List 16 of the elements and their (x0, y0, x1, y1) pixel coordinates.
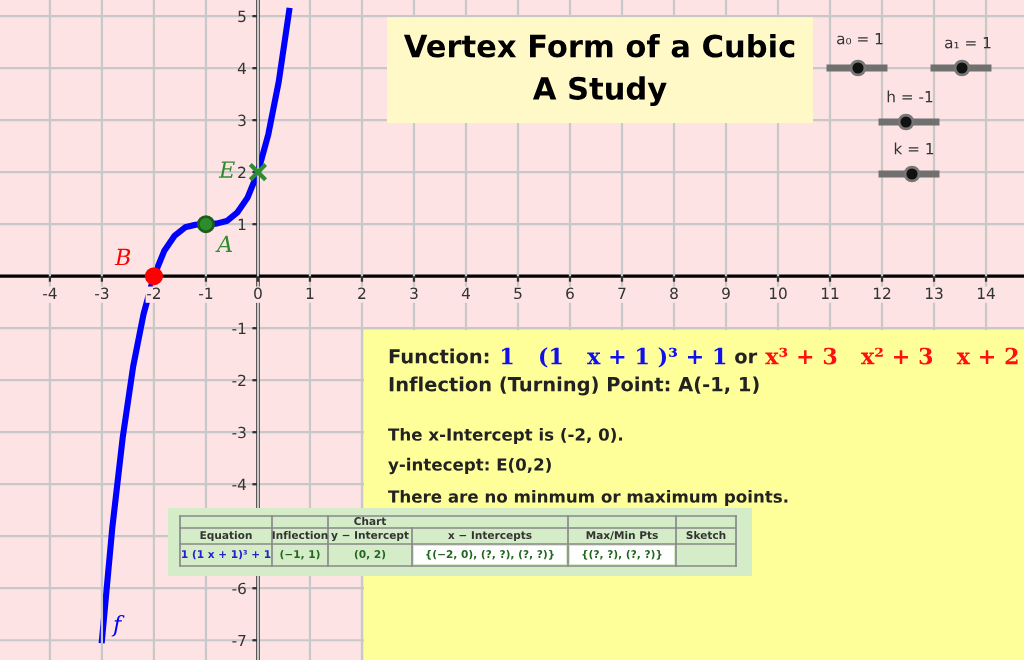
annotation: Function: (389, 348, 489, 364)
series-label: f (111, 615, 125, 637)
point (144, 267, 163, 286)
point (248, 162, 268, 182)
annotation: Inflection (Turning) Point: A(-1, 1) (389, 376, 759, 396)
annotation: or (735, 352, 758, 364)
series-label: E (218, 161, 235, 178)
annotation: x³ + 3 x² + 3 x + 2 (765, 347, 1018, 365)
annotation: There are no minmum or maximum points. (388, 489, 788, 507)
point (196, 215, 215, 234)
series-label: B (114, 248, 131, 266)
annotation: The x-Intercept is (-2, 0). (388, 427, 622, 445)
annotation: y-intecept: E(0,2) (388, 457, 551, 475)
annotation: 1 (1 x + 1 )³ + 1 (501, 347, 726, 368)
text: Vertex Form of a Cubic A Study (403, 33, 795, 107)
series-label: A (215, 235, 232, 252)
